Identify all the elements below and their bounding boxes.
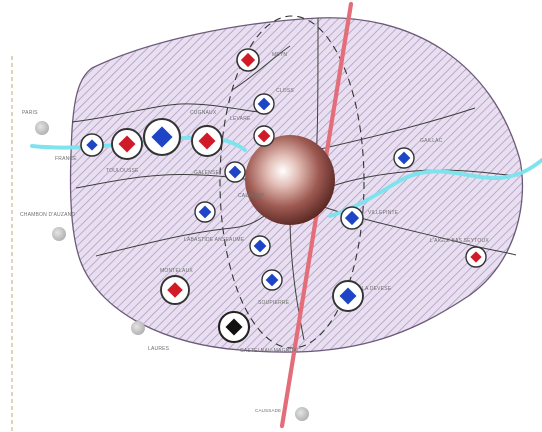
red-settlement-marker[interactable] [191,125,223,157]
place-label: CASTELNAU-MAGNOAC [240,348,301,354]
red-settlement-marker[interactable] [111,128,143,160]
settlements [80,48,487,344]
place-label: PARIS [22,110,38,116]
place-label: CAUMONT [238,193,265,199]
place-label: VILLEPINTE [368,210,399,216]
place-label: CAUSSADE [255,408,281,413]
place-label: CLOSS [276,88,294,94]
red-settlement-marker[interactable] [465,246,487,268]
gray-place-marker [35,121,49,135]
blue-settlement-marker[interactable] [261,269,283,291]
place-label: FRANCE [55,156,77,162]
place-label: CHAMBON D'AUZAND [20,212,75,218]
gray-place-marker [131,321,145,335]
place-label: SOUPIERRE [258,300,290,306]
red-settlement-marker[interactable] [236,48,260,72]
place-label: TOULOUSSE [106,168,139,174]
gray-place-marker [52,227,66,241]
central-sphere [245,135,335,225]
place-label: MEYN [272,52,287,58]
blue-settlement-marker[interactable] [253,93,275,115]
place-label: LA DEVESE [362,286,392,292]
blue-settlement-marker[interactable] [249,235,271,257]
blue-settlement-marker[interactable] [393,147,415,169]
blue-settlement-marker[interactable] [340,206,364,230]
place-label: LEVARE [230,116,251,122]
place-label: GAILLAC [420,138,443,144]
blue-settlement-marker[interactable] [332,280,364,312]
blue-settlement-marker[interactable] [194,201,216,223]
red-settlement-marker[interactable] [160,275,190,305]
black-settlement-marker[interactable] [217,310,251,344]
river-east [328,158,542,218]
place-label: GALENSE [194,170,219,176]
place-label: LAURES [148,346,170,352]
place-labels: MEYN CLOSS LEVARE FRANCE TOULOUSSE CUGNA… [20,52,489,413]
place-label: CUGNAUX [190,110,217,116]
blue-settlement-marker[interactable] [142,117,182,157]
place-label: L'AIGLE BAS SEYTOUX [430,238,489,244]
inner-dashed-zone [219,15,365,349]
place-label: MONTELAUX [160,268,193,274]
gray-place-marker [295,407,309,421]
outside-places [35,121,309,421]
red-settlement-marker[interactable] [253,125,275,147]
blue-settlement-marker[interactable] [80,133,104,157]
blue-settlement-marker[interactable] [224,161,246,183]
place-label: LABASTIDE ANSEAUME [184,237,245,243]
